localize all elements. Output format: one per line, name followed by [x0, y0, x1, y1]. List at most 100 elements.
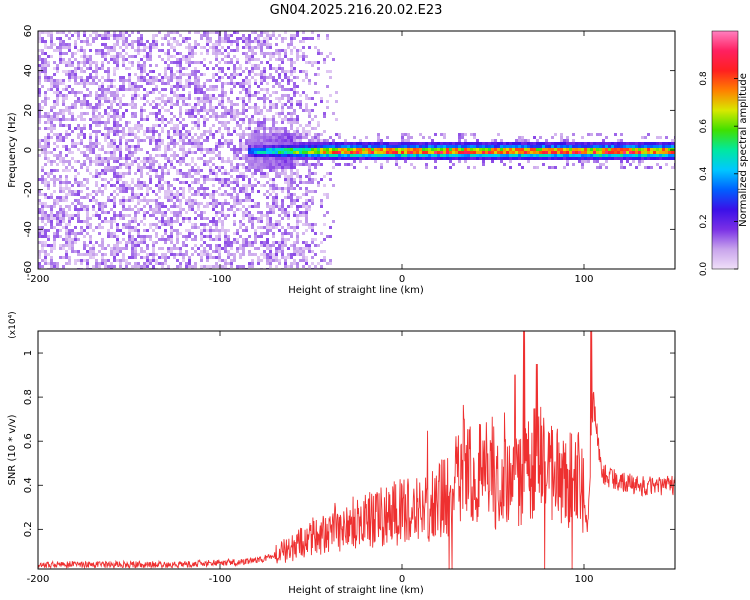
spectrogram-cell — [131, 100, 134, 103]
spectrogram-cell — [572, 151, 575, 154]
spectrogram-cell — [134, 193, 137, 196]
spectrogram-cell — [224, 37, 227, 40]
spectrogram-cell — [254, 139, 257, 142]
spectrogram-cell — [77, 250, 80, 253]
spectrogram-cell — [113, 127, 116, 130]
spectrogram-cell — [95, 61, 98, 64]
spectrogram-cell — [566, 142, 569, 145]
spectrogram-cell — [251, 40, 254, 43]
spectrogram-cell — [248, 82, 251, 85]
spectrogram-cell — [95, 181, 98, 184]
spectrogram-cell — [215, 202, 218, 205]
spectrogram-cell — [80, 142, 83, 145]
spectrogram-cell — [137, 145, 140, 148]
spectrogram-cell — [194, 193, 197, 196]
spectrogram-cell — [476, 145, 479, 148]
spectrogram-cell — [257, 145, 260, 148]
spectrogram-cell — [182, 37, 185, 40]
spectrogram-cell — [152, 100, 155, 103]
spectrogram-cell — [413, 154, 416, 157]
spectrogram-cell — [335, 151, 338, 154]
spectrogram-cell — [464, 139, 467, 142]
spectrogram-cell — [257, 109, 260, 112]
spectrogram-cell — [122, 196, 125, 199]
spectrogram-cell — [59, 94, 62, 97]
spectrogram-cell — [53, 49, 56, 52]
spectrogram-cell — [419, 133, 422, 136]
spectrogram-cell — [443, 157, 446, 160]
spectrogram-cell — [290, 64, 293, 67]
spectrogram-cell — [560, 151, 563, 154]
spectrogram-cell — [197, 70, 200, 73]
spectrogram-cell — [638, 157, 641, 160]
spectrogram-cell — [494, 139, 497, 142]
spectrogram-cell — [98, 118, 101, 121]
spectrogram-cell — [422, 154, 425, 157]
spectrogram-cell — [146, 256, 149, 259]
spectrogram-cell — [95, 259, 98, 262]
spectrogram-cell — [218, 181, 221, 184]
spectrogram-cell — [140, 181, 143, 184]
spectrogram-cell — [104, 160, 107, 163]
spectrogram-cell — [101, 169, 104, 172]
spectrogram-cell — [419, 142, 422, 145]
spectrogram-cell — [113, 85, 116, 88]
spectrogram-cell — [215, 175, 218, 178]
spectrogram-cell — [134, 196, 137, 199]
spectrogram-cell — [194, 121, 197, 124]
spectrogram-cell — [47, 139, 50, 142]
spectrogram-cell — [302, 58, 305, 61]
spectrogram-cell — [53, 67, 56, 70]
spectrogram-cell — [272, 187, 275, 190]
spectrogram-cell — [590, 142, 593, 145]
spectrogram-cell — [302, 232, 305, 235]
spectrogram-cell — [455, 148, 458, 151]
spectrogram-cell — [458, 139, 461, 142]
spectrogram-cell — [194, 226, 197, 229]
spectrogram-cell — [284, 244, 287, 247]
spectrogram-cell — [107, 151, 110, 154]
spectrogram-cell — [116, 91, 119, 94]
spectrogram-cell — [98, 250, 101, 253]
spectrogram-cell — [113, 244, 116, 247]
spectrogram-cell — [53, 190, 56, 193]
spectrogram-cell — [101, 94, 104, 97]
spectrogram-cell — [269, 94, 272, 97]
spectrogram-cell — [173, 256, 176, 259]
spectrogram-cell — [323, 130, 326, 133]
spectrogram-cell — [371, 145, 374, 148]
spectrogram-cell — [617, 142, 620, 145]
spectrogram-cell — [227, 100, 230, 103]
spectrogram-cell — [65, 211, 68, 214]
spectrogram-cell — [188, 232, 191, 235]
spectrogram-cell — [212, 190, 215, 193]
spectrogram-cell — [281, 85, 284, 88]
spectrogram-cell — [308, 112, 311, 115]
spectrogram-cell — [149, 160, 152, 163]
spectrogram-cell — [587, 133, 590, 136]
spectrogram-cell — [98, 265, 101, 268]
spectrogram-cell — [548, 148, 551, 151]
spectrogram-cell — [74, 175, 77, 178]
spectrogram-cell — [125, 262, 128, 265]
spectrogram-cell — [227, 46, 230, 49]
spectrogram-cell — [80, 184, 83, 187]
spectrogram-cell — [635, 148, 638, 151]
spectrogram-cell — [326, 154, 329, 157]
spectrogram-cell — [86, 181, 89, 184]
spectrogram-cell — [179, 43, 182, 46]
spectrogram-cell — [167, 196, 170, 199]
spectrogram-cell — [305, 106, 308, 109]
spectrogram-cell — [242, 217, 245, 220]
spectrogram-cell — [221, 40, 224, 43]
spectrogram-cell — [188, 55, 191, 58]
spectrogram-cell — [122, 181, 125, 184]
spectrogram-cell — [524, 142, 527, 145]
spectrogram-cell — [248, 46, 251, 49]
spectrogram-cell — [47, 205, 50, 208]
spectrogram-cell — [65, 193, 68, 196]
spectrogram-cell — [65, 214, 68, 217]
spectrogram-cell — [356, 145, 359, 148]
spectrogram-cell — [347, 148, 350, 151]
spectrogram-cell — [416, 142, 419, 145]
